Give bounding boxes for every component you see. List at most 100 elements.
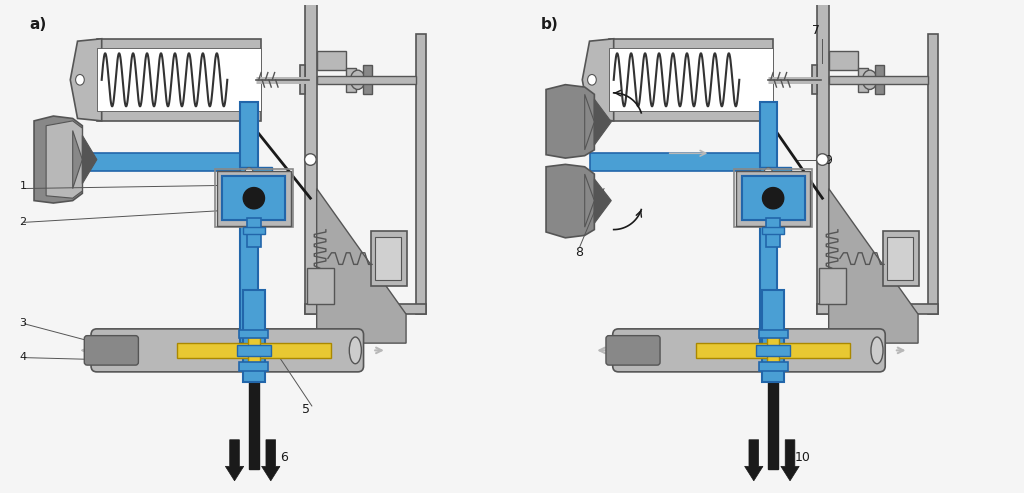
Polygon shape xyxy=(73,131,82,188)
Text: 3: 3 xyxy=(19,318,27,328)
Polygon shape xyxy=(594,99,611,145)
Bar xyxy=(828,76,928,84)
Bar xyxy=(176,343,331,358)
Ellipse shape xyxy=(871,337,883,364)
Bar xyxy=(248,337,260,364)
Polygon shape xyxy=(46,121,82,198)
Text: a): a) xyxy=(30,17,46,32)
Bar xyxy=(241,167,271,176)
Bar xyxy=(240,362,268,371)
Bar xyxy=(736,171,810,226)
Circle shape xyxy=(765,168,772,176)
Text: 6: 6 xyxy=(281,452,289,464)
Bar xyxy=(300,65,304,94)
Bar xyxy=(362,65,373,94)
Text: 5: 5 xyxy=(302,403,310,416)
Bar xyxy=(241,102,258,343)
Circle shape xyxy=(245,168,253,176)
Bar xyxy=(760,102,777,343)
FancyArrow shape xyxy=(744,440,763,481)
Bar xyxy=(816,305,938,314)
Bar xyxy=(307,268,334,305)
Circle shape xyxy=(304,154,316,165)
Bar xyxy=(346,68,356,92)
Bar xyxy=(741,176,805,220)
Bar xyxy=(756,345,791,356)
Polygon shape xyxy=(82,136,97,184)
FancyBboxPatch shape xyxy=(609,39,773,121)
Polygon shape xyxy=(316,188,407,343)
Bar xyxy=(874,65,885,94)
Text: 7: 7 xyxy=(812,24,820,37)
Ellipse shape xyxy=(588,74,596,85)
Polygon shape xyxy=(546,85,594,158)
FancyBboxPatch shape xyxy=(91,329,364,372)
Text: 4: 4 xyxy=(19,352,27,362)
Ellipse shape xyxy=(76,74,84,85)
Bar xyxy=(316,51,346,70)
Bar xyxy=(304,305,426,314)
Polygon shape xyxy=(828,188,919,343)
Bar xyxy=(763,227,783,234)
Bar xyxy=(97,48,261,111)
FancyBboxPatch shape xyxy=(375,237,401,281)
FancyBboxPatch shape xyxy=(606,336,660,365)
FancyBboxPatch shape xyxy=(884,231,919,286)
Ellipse shape xyxy=(862,70,877,90)
Polygon shape xyxy=(585,94,594,150)
Ellipse shape xyxy=(349,337,361,364)
Bar xyxy=(816,0,828,314)
Bar xyxy=(304,0,316,314)
Bar xyxy=(928,34,938,314)
Bar xyxy=(760,167,791,176)
Bar xyxy=(819,268,846,305)
Polygon shape xyxy=(71,39,101,121)
Bar xyxy=(217,171,291,226)
Bar xyxy=(734,169,812,227)
Circle shape xyxy=(763,187,783,209)
Bar xyxy=(237,345,270,356)
Bar xyxy=(215,169,293,227)
Bar xyxy=(696,343,850,358)
FancyBboxPatch shape xyxy=(612,329,885,372)
FancyBboxPatch shape xyxy=(887,237,913,281)
Bar xyxy=(766,218,780,246)
Bar xyxy=(763,290,783,382)
Bar xyxy=(812,65,816,94)
FancyBboxPatch shape xyxy=(84,336,138,365)
Bar xyxy=(316,76,416,84)
Polygon shape xyxy=(585,174,594,227)
Bar xyxy=(222,176,286,220)
Bar xyxy=(768,380,778,469)
Polygon shape xyxy=(34,116,82,203)
FancyArrow shape xyxy=(781,440,799,481)
Bar xyxy=(247,218,261,246)
Bar xyxy=(759,362,787,371)
Bar xyxy=(759,330,787,338)
Bar xyxy=(609,48,773,111)
Bar xyxy=(590,153,764,171)
Bar xyxy=(858,68,868,92)
Polygon shape xyxy=(594,179,611,223)
Bar xyxy=(222,176,286,220)
Bar xyxy=(741,176,805,220)
Text: 2: 2 xyxy=(19,217,27,227)
Text: 9: 9 xyxy=(824,154,831,167)
Circle shape xyxy=(244,187,264,209)
Bar xyxy=(249,380,259,469)
Bar xyxy=(416,34,426,314)
Bar xyxy=(767,337,779,364)
Ellipse shape xyxy=(350,70,365,90)
Polygon shape xyxy=(546,164,594,238)
Bar xyxy=(240,330,268,338)
Polygon shape xyxy=(583,39,613,121)
Bar xyxy=(78,153,252,171)
Text: 10: 10 xyxy=(795,452,811,464)
FancyBboxPatch shape xyxy=(97,39,261,121)
Circle shape xyxy=(816,154,828,165)
FancyArrow shape xyxy=(261,440,280,481)
Text: 1: 1 xyxy=(19,180,27,190)
FancyBboxPatch shape xyxy=(372,231,407,286)
Text: 8: 8 xyxy=(575,246,583,259)
Bar xyxy=(828,51,858,70)
